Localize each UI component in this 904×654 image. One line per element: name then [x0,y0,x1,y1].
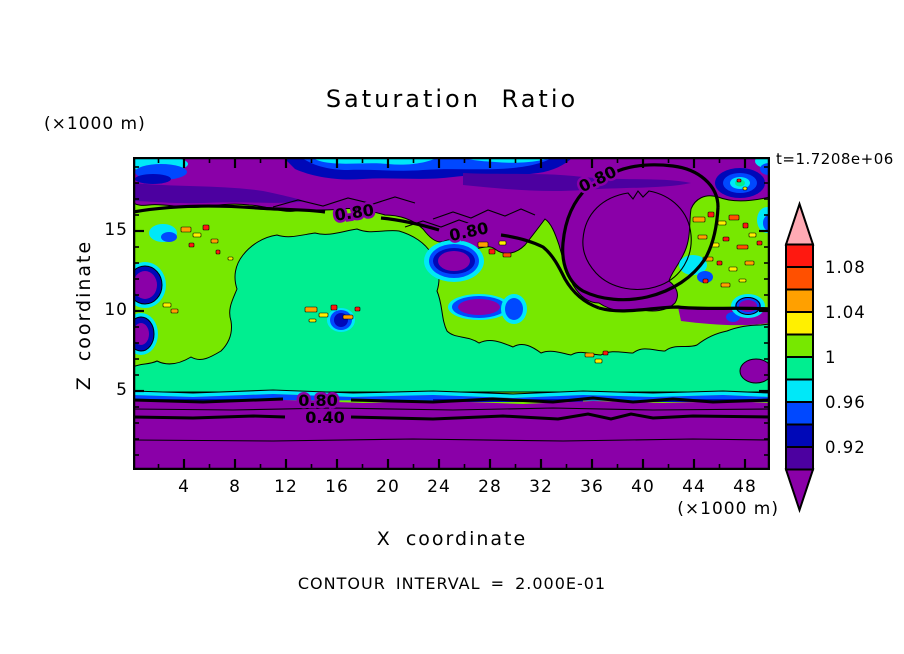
y-tick-label: 5 [116,380,128,400]
colorbar-segment [785,266,814,291]
colorbar: 1.08 1.04 1 0.96 0.92 [784,200,866,514]
fill-regions [132,156,771,470]
x-tick-label: 48 [733,477,757,497]
x-tick-label: 4 [178,477,190,497]
x-tick-label: 8 [229,477,241,497]
colorbar-segment [785,446,814,471]
x-tick-label: 40 [631,477,655,497]
colorbar-arrow-bottom [784,468,815,514]
colorbar-segment [785,311,814,336]
y-tick-label: 10 [104,300,128,320]
colorbar-segment [785,423,814,448]
colorbar-segment [785,243,814,268]
colorbar-segment [785,378,814,403]
colorbar-tick-label: 0.92 [825,438,866,457]
plot-frame [132,156,771,471]
colorbar-segment [785,356,814,381]
contour-label-080-d: 0.80 [298,391,337,410]
colorbar-arrow-top [784,200,815,246]
colorbar-segment [785,401,814,426]
y-axis-unit: (×1000 m) [44,114,146,134]
contour-lines [132,163,771,442]
x-tick-label: 20 [376,477,400,497]
time-annotation: t=1.7208e+06 [776,150,894,168]
colorbar-segment [785,333,814,358]
x-tick-label: 12 [274,477,298,497]
x-tick-label: 44 [682,477,706,497]
contour-interval-note: CONTOUR INTERVAL = 2.000E-01 [297,574,607,593]
colorbar-segment [785,288,814,313]
y-tick-label: 15 [104,220,128,240]
x-tick-label: 36 [580,477,604,497]
x-tick-label: 16 [325,477,349,497]
contour-label-040: 0.40 [305,408,344,427]
x-axis-label: X coordinate [376,528,528,550]
interior-patches [124,224,773,384]
x-tick-label: 32 [529,477,553,497]
x-tick-label: 28 [478,477,502,497]
colorbar-tick-label: 1 [825,348,837,367]
supersaturation-speckles [162,178,763,364]
contour-map: 0.80 0.80 0.80 0.80 0.40 [124,154,779,471]
colorbar-tick-label: 0.96 [825,393,866,412]
contour-map-area: 0.80 0.80 0.80 0.80 0.40 [124,154,779,471]
x-axis-unit: (×1000 m) [677,499,779,519]
colorbar-tick-label: 1.08 [825,258,866,277]
colorbar-tick-label: 1.04 [825,303,866,322]
x-tick-label: 24 [427,477,451,497]
chart-title: Saturation Ratio [325,85,579,113]
